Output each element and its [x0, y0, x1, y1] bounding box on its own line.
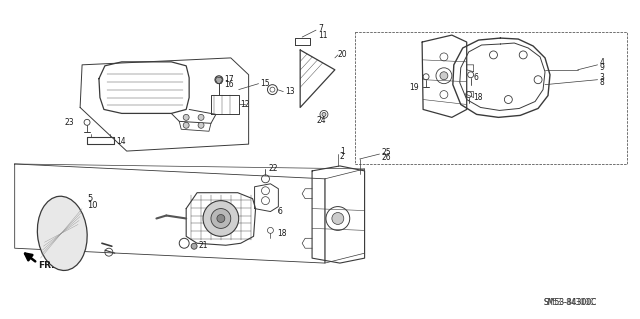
Text: 13: 13 [285, 87, 295, 96]
Text: FR.: FR. [38, 261, 55, 270]
Text: 10: 10 [87, 201, 97, 210]
Text: 26: 26 [381, 152, 391, 161]
Text: 6: 6 [474, 73, 479, 82]
Circle shape [215, 76, 223, 84]
Circle shape [440, 72, 448, 80]
Text: 21: 21 [198, 241, 207, 250]
Text: 18: 18 [277, 229, 287, 238]
Circle shape [183, 115, 189, 120]
Circle shape [211, 209, 231, 228]
Circle shape [183, 122, 189, 128]
Text: 15: 15 [260, 79, 270, 88]
Circle shape [322, 112, 326, 116]
Text: 4: 4 [600, 58, 604, 67]
Text: SM53-84300C: SM53-84300C [543, 298, 596, 307]
Text: 8: 8 [600, 78, 604, 87]
Circle shape [217, 214, 225, 222]
Text: 22: 22 [268, 164, 278, 174]
Text: 7: 7 [318, 24, 323, 33]
Text: 3: 3 [600, 73, 604, 82]
Text: 25: 25 [381, 148, 391, 157]
Text: 20: 20 [338, 50, 348, 59]
Text: 6: 6 [277, 207, 282, 216]
Circle shape [203, 201, 239, 236]
Text: 24: 24 [316, 116, 326, 125]
Text: 2: 2 [340, 152, 344, 160]
Text: 9: 9 [600, 63, 604, 72]
Text: 5: 5 [87, 194, 92, 203]
Text: 12: 12 [241, 100, 250, 109]
Ellipse shape [37, 196, 87, 271]
Circle shape [332, 212, 344, 225]
Text: 11: 11 [318, 31, 328, 40]
Circle shape [198, 122, 204, 128]
Text: 17: 17 [224, 75, 234, 84]
Circle shape [198, 115, 204, 120]
Text: SM53-84300C: SM53-84300C [543, 298, 594, 307]
Text: 16: 16 [224, 80, 234, 89]
Text: 18: 18 [474, 93, 483, 102]
Circle shape [191, 243, 197, 249]
Text: 14: 14 [116, 137, 125, 146]
Text: 19: 19 [410, 83, 419, 92]
Text: 1: 1 [340, 146, 344, 156]
Text: 23: 23 [65, 118, 74, 127]
